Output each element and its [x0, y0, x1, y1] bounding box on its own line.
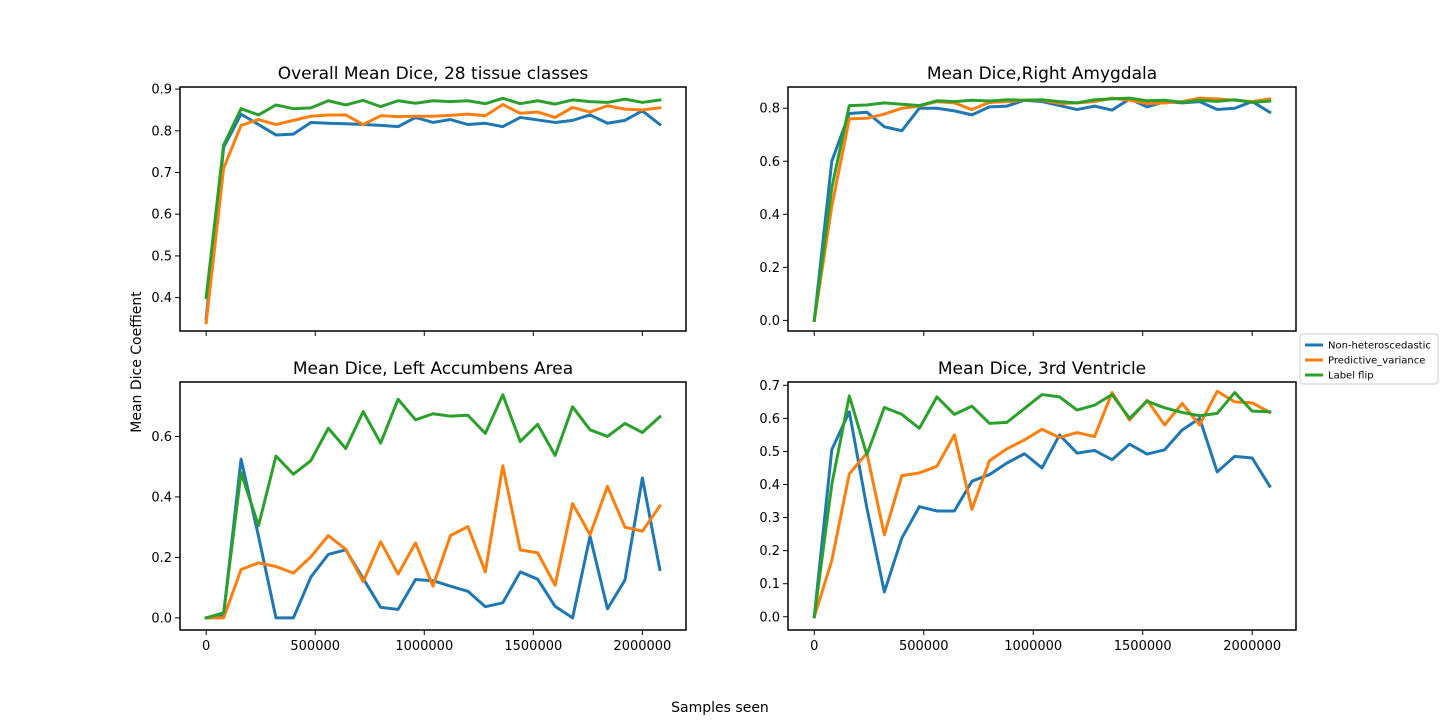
y-tick-label: 0.6 — [151, 430, 172, 445]
panel-4: Mean Dice, 3rd Ventricle 0.0 0.1 0.2 0.3 0.4 0… — [759, 359, 1297, 654]
panel-2: Mean Dice,Right Amygdala 0.0 0.2 0.4 0.6 0.8 — [759, 64, 1297, 336]
y-tick-label: 0.2 — [759, 261, 780, 276]
x-tick-label: 1000000 — [1004, 639, 1062, 654]
legend-entry: Non-heteroscedastic — [1305, 341, 1431, 352]
y-tick-label: 0.0 — [759, 610, 780, 625]
series-line — [812, 96, 1272, 323]
x-tick-label: 500000 — [290, 639, 340, 654]
panel-1: Overall Mean Dice, 28 tissue classes 0.4 0… — [151, 64, 687, 336]
y-tick-label: 0.4 — [759, 208, 780, 223]
panel-title: Mean Dice, 3rd Ventricle — [938, 359, 1146, 379]
legend-entry: Predictive_variance — [1305, 356, 1425, 367]
y-tick-label: 0.8 — [759, 102, 780, 117]
y-tick-label: 0.7 — [759, 379, 780, 394]
x-tick-label: 0 — [810, 639, 818, 654]
legend-label: Non-heteroscedastic — [1328, 341, 1431, 352]
axes-frame — [787, 381, 1297, 631]
panel-title: Overall Mean Dice, 28 tissue classes — [278, 64, 589, 84]
panel-title: Mean Dice,Right Amygdala — [927, 64, 1157, 84]
x-tick-label: 0 — [202, 639, 210, 654]
series-line — [204, 393, 662, 620]
y-tick-label: 0.1 — [759, 577, 780, 592]
panels: Overall Mean Dice, 28 tissue classes 0.4 0… — [151, 64, 1297, 654]
y-tick-label: 0.4 — [759, 478, 780, 493]
x-tick-label: 1500000 — [504, 639, 562, 654]
y-tick-label: 0.2 — [759, 544, 780, 559]
panel-title: Mean Dice, Left Accumbens Area — [293, 359, 573, 379]
axes-frame — [179, 381, 687, 631]
series-line — [204, 96, 662, 300]
figure-xlabel: Samples seen — [671, 700, 769, 716]
series-line — [812, 96, 1272, 323]
legend: Non-heteroscedastic Predictive_variance La… — [1299, 333, 1439, 385]
y-tick-label: 0.2 — [151, 551, 172, 566]
y-tick-label: 0.5 — [759, 445, 780, 460]
y-tick-label: 0.9 — [151, 83, 172, 98]
y-tick-label: 0.6 — [759, 412, 780, 427]
series-line — [812, 389, 1272, 619]
y-tick-label: 0.8 — [151, 124, 172, 139]
y-tick-label: 0.3 — [759, 511, 780, 526]
y-tick-label: 0.4 — [151, 490, 172, 505]
y-tick-label: 0.6 — [151, 208, 172, 223]
series-line — [812, 410, 1272, 619]
x-tick-label: 1500000 — [1114, 639, 1172, 654]
y-tick-label: 0.4 — [151, 291, 172, 306]
legend-label: Predictive_variance — [1328, 356, 1425, 367]
x-tick-label: 2000000 — [613, 639, 671, 654]
series-line — [812, 391, 1272, 619]
y-tick-label: 0.6 — [759, 155, 780, 170]
y-tick-label: 0.0 — [759, 314, 780, 329]
x-tick-label: 500000 — [899, 639, 949, 654]
panel-3: Mean Dice, Left Accumbens Area 0.0 0.2 0.4 0… — [151, 359, 687, 654]
axes-frame — [787, 86, 1297, 332]
x-tick-label: 2000000 — [1223, 639, 1281, 654]
y-tick-label: 0.7 — [151, 166, 172, 181]
series-line — [812, 97, 1272, 323]
series-line — [204, 457, 662, 620]
legend-entry: Label flip — [1305, 371, 1374, 382]
series-line — [204, 464, 662, 620]
x-tick-label: 1000000 — [395, 639, 453, 654]
series-line — [204, 103, 662, 325]
y-tick-label: 0.0 — [151, 611, 172, 626]
legend-label: Label flip — [1328, 371, 1374, 382]
y-tick-label: 0.5 — [151, 249, 172, 264]
series-line — [204, 109, 662, 321]
axes-frame — [179, 86, 687, 332]
legend-box — [1299, 333, 1439, 385]
figure-ylabel: Mean Dice Coeffient — [129, 291, 145, 433]
